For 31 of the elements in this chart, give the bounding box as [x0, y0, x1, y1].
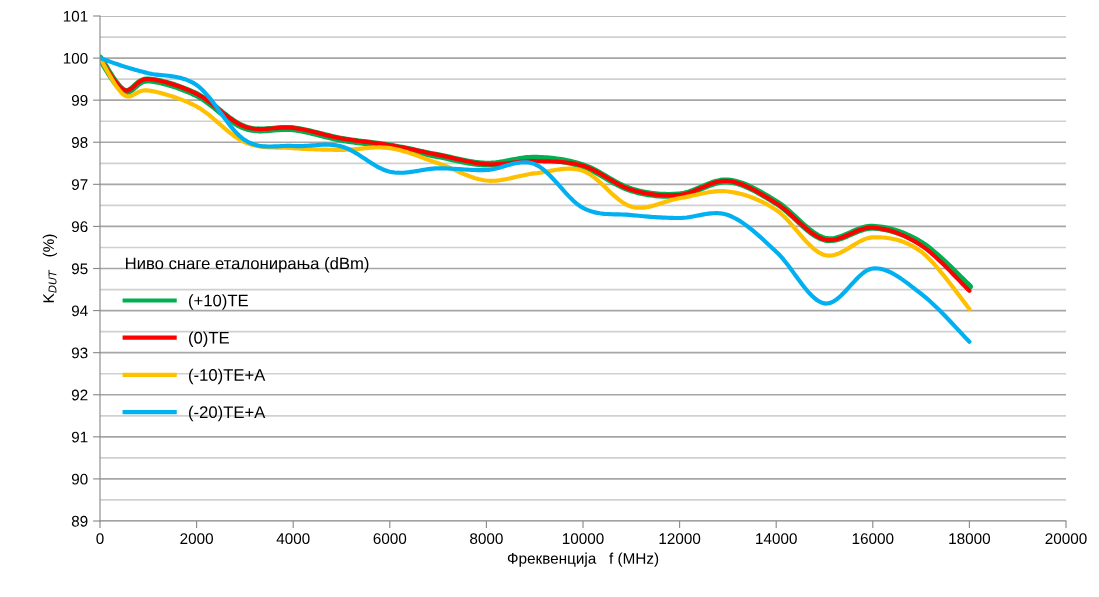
- legend-label: (-10)TE+A: [189, 368, 266, 385]
- y-tick-label: 91: [71, 431, 88, 443]
- x-tick-label: 16000: [852, 533, 894, 545]
- y-tick-label: 93: [71, 347, 88, 359]
- x-tick-label: 20000: [1045, 533, 1087, 545]
- x-tick-label: 18000: [949, 533, 991, 545]
- x-tick-label: 4000: [276, 533, 310, 545]
- y-tick-label: 100: [63, 52, 88, 64]
- x-tick-label: 14000: [756, 533, 797, 545]
- legend-title: Ниво снаге еталонирања (dBm): [126, 257, 369, 273]
- text: K$_{DUT}$ (%): [42, 234, 58, 303]
- x-tick-label: 2000: [180, 533, 213, 545]
- y-tick-label: 99: [71, 95, 88, 106]
- y-tick-label: 94: [71, 305, 88, 317]
- y-tick-label: 96: [71, 221, 88, 233]
- y-tick-label: 95: [71, 263, 88, 275]
- x-tick-label: 0: [96, 533, 104, 545]
- legend-label: (-20)TE+A: [189, 405, 266, 422]
- y-tick-label: 98: [71, 137, 88, 148]
- y-tick-label: 90: [71, 473, 88, 485]
- x-tick-label: 12000: [659, 533, 701, 545]
- legend-label: (+10)TE: [189, 294, 248, 310]
- y-tick-label: 89: [71, 515, 88, 527]
- y-tick-label: 97: [71, 179, 88, 191]
- y-tick-label: 101: [63, 10, 88, 22]
- x-tick-label: 6000: [373, 533, 407, 545]
- legend-label: (0)TE: [189, 331, 229, 347]
- x-tick-label: 8000: [470, 533, 503, 545]
- y-tick-label: 92: [71, 389, 88, 401]
- x-axis-title: Фреквенција f (MHz): [507, 552, 659, 567]
- x-tick-label: 10000: [562, 533, 604, 545]
